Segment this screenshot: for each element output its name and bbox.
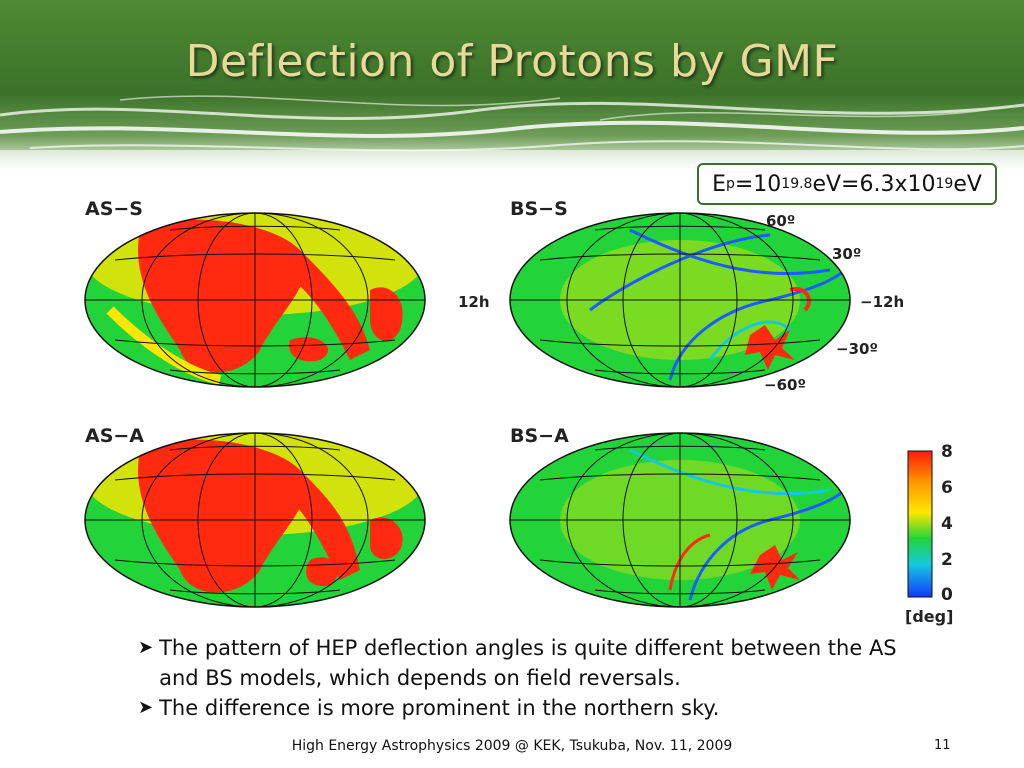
colorbar: 8 6 4 2 0 [deg]	[905, 442, 975, 630]
energy-middle: eV=6.3x10	[812, 171, 936, 197]
colorbar-tick-8: 8	[941, 442, 953, 462]
energy-exponent-2: 19	[935, 176, 954, 192]
colorbar-tick-4: 4	[941, 514, 953, 534]
bullet-text: The difference is more prominent in the …	[159, 696, 720, 720]
energy-unit: eV	[953, 171, 982, 197]
bullet-item: ➤ The difference is more prominent in th…	[138, 693, 898, 723]
bullet-item: ➤ The pattern of HEP deflection angles i…	[138, 633, 898, 693]
slide-header	[0, 0, 1024, 170]
header-background	[0, 0, 1024, 170]
lat-label-minus-60: −60º	[764, 376, 806, 394]
energy-symbol: E	[712, 171, 726, 197]
deflection-maps-figure: AS−S BS−S AS−A BS−A 12h −12h 60º 30º −30…	[70, 190, 970, 630]
map-label-bs-a: BS−A	[510, 425, 569, 447]
bullet-text: The pattern of HEP deflection angles is …	[159, 636, 897, 690]
page-number: 11	[934, 738, 951, 753]
colorbar-unit: [deg]	[905, 607, 954, 626]
map-label-as-s: AS−S	[85, 198, 143, 220]
lat-label-30: 30º	[832, 245, 862, 263]
colorbar-tick-0: 0	[941, 585, 953, 605]
bullet-list: ➤ The pattern of HEP deflection angles i…	[138, 633, 898, 723]
map-label-bs-s: BS−S	[510, 198, 568, 220]
colorbar-tick-2: 2	[941, 550, 953, 570]
sky-maps-svg	[84, 212, 851, 608]
colorbar-gradient	[907, 450, 933, 598]
arrow-bullet-icon: ➤	[138, 637, 154, 658]
arrow-bullet-icon: ➤	[138, 697, 154, 718]
energy-subscript: p	[725, 176, 735, 192]
lat-label-60: 60º	[766, 212, 796, 230]
colorbar-tick-6: 6	[941, 478, 953, 498]
map-label-as-a: AS−A	[85, 425, 145, 447]
slide-title: Deflection of Protons by GMF	[185, 36, 839, 87]
energy-equals: =10	[734, 171, 782, 197]
lat-label-minus-30: −30º	[836, 340, 878, 358]
ra-label-12h-right: −12h	[860, 293, 905, 311]
slide-footer: High Energy Astrophysics 2009 @ KEK, Tsu…	[291, 738, 733, 754]
energy-exponent-1: 19.8	[781, 176, 813, 192]
ra-label-12h-left: 12h	[458, 293, 490, 311]
